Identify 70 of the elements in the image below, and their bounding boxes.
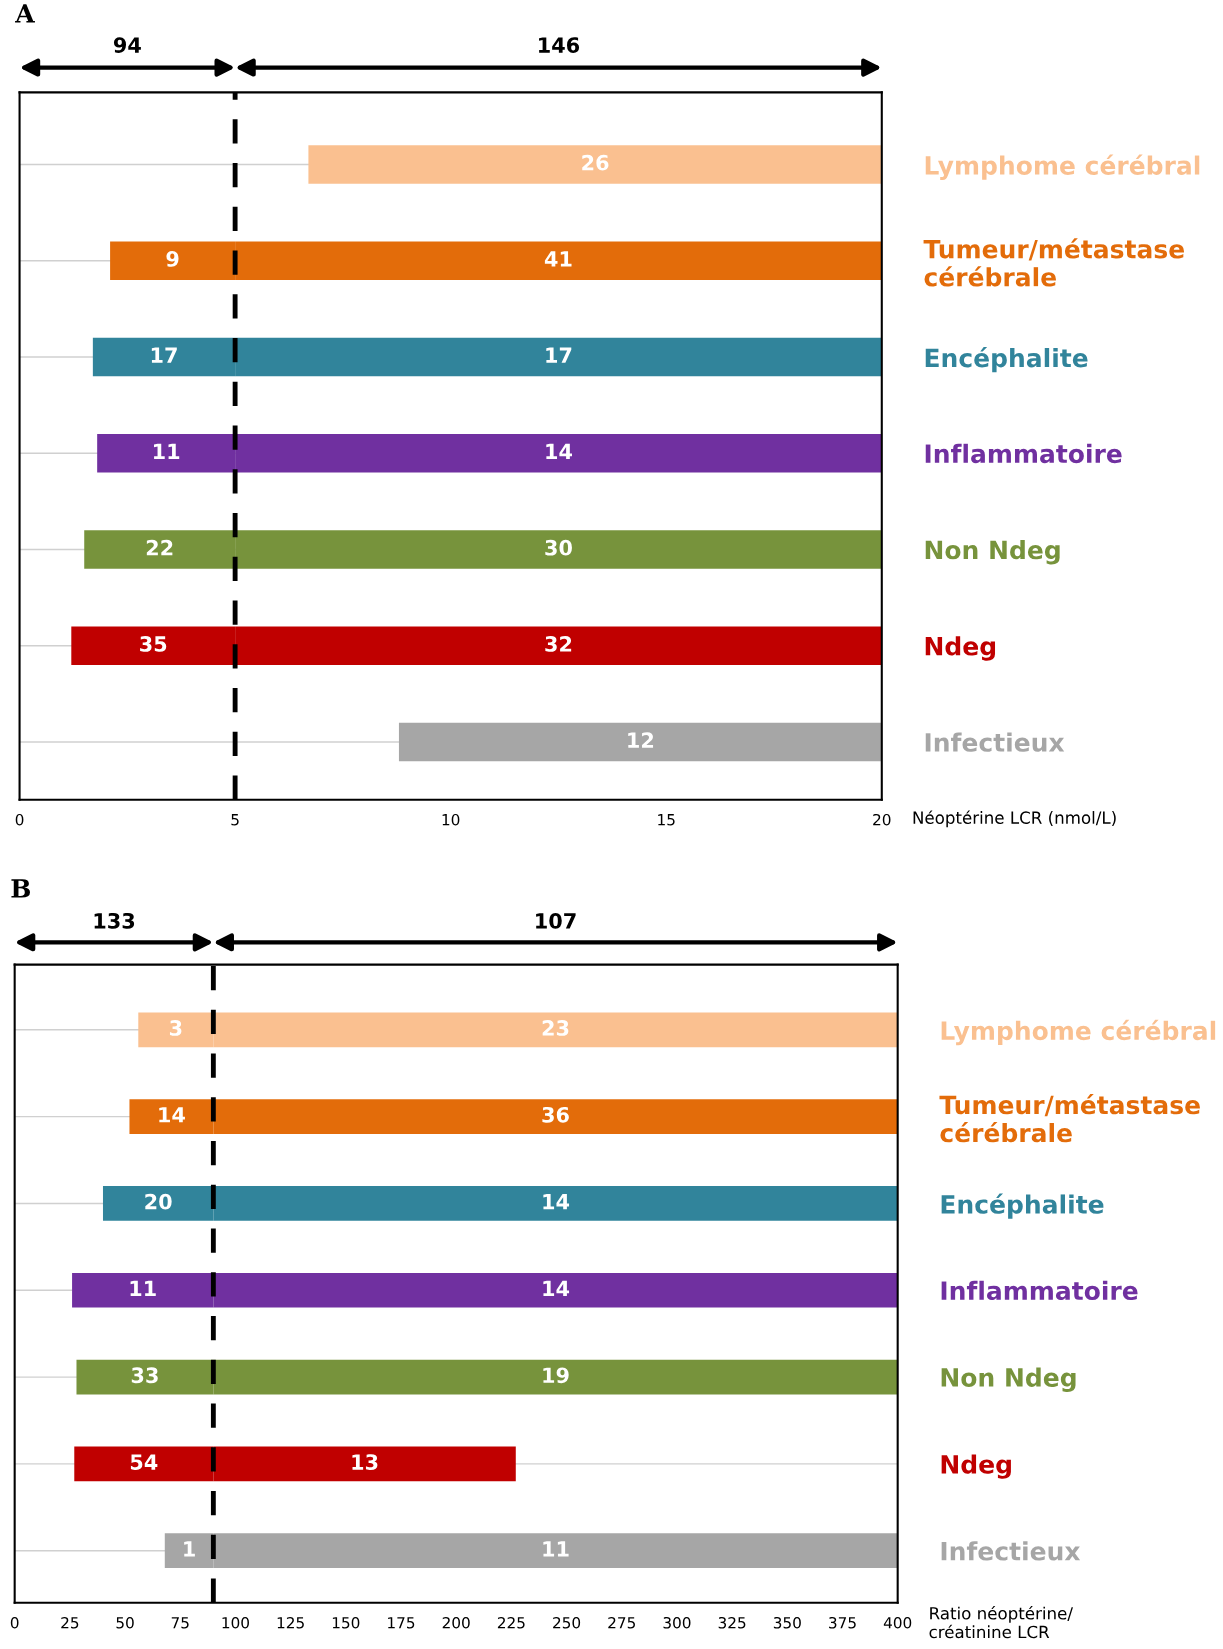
annotation: 11 xyxy=(154,443,180,460)
x-tick-label: 0 xyxy=(10,1616,19,1629)
chart-title: A xyxy=(15,4,35,23)
text: 94 xyxy=(113,37,141,53)
y-tick-label: Tumeur/métastase cérébrale xyxy=(939,1094,1200,1143)
x-tick-label: 200 xyxy=(442,1616,470,1629)
annotation: 14 xyxy=(543,1193,570,1210)
x-tick-label: 0 xyxy=(15,813,24,826)
y-tick-label: Non Ndeg xyxy=(925,540,1060,565)
x-tick-label: 5 xyxy=(231,814,239,826)
x-tick-label: 20 xyxy=(873,813,891,826)
y-tick-label: Non Ndeg xyxy=(941,1367,1076,1392)
annotation: 35 xyxy=(140,636,167,652)
y-tick-label: Encéphalite xyxy=(941,1193,1104,1219)
x-axis-title: Néoptérine LCR (nmol/L) xyxy=(913,810,1116,828)
annotation: 12 xyxy=(628,732,654,748)
annotation: 30 xyxy=(545,539,572,556)
x-tick-label: 350 xyxy=(773,1616,801,1629)
x-tick-label: 375 xyxy=(829,1616,856,1629)
y-tick-label: Lymphome cérébral xyxy=(941,1019,1216,1046)
annotation: 11 xyxy=(130,1280,156,1297)
x-tick-label: 15 xyxy=(658,814,675,826)
annotation: 14 xyxy=(543,1280,570,1297)
y-tick-label: Infectieux xyxy=(941,1541,1081,1561)
annotation: 26 xyxy=(582,154,609,171)
annotation: 20 xyxy=(145,1193,172,1210)
annotation: 33 xyxy=(131,1367,158,1384)
x-tick-label: 400 xyxy=(883,1616,912,1629)
annotation: 11 xyxy=(543,1541,569,1557)
y-tick-label: Encéphalite xyxy=(925,347,1088,373)
y-tick-label: Lymphome cérébral xyxy=(925,154,1200,180)
chart-title: B xyxy=(11,879,31,898)
annotation: 54 xyxy=(130,1454,158,1470)
annotation: 22 xyxy=(146,539,173,556)
annotation: 32 xyxy=(545,636,572,652)
text: 107 xyxy=(536,912,576,929)
annotation: 9 xyxy=(166,251,179,267)
annotation: 14 xyxy=(159,1107,185,1123)
y-tick-label: Tumeur/métastase cérébrale xyxy=(923,238,1184,287)
text: 133 xyxy=(94,912,135,929)
x-tick-label: 275 xyxy=(608,1616,635,1629)
annotation: 3 xyxy=(169,1020,182,1036)
x-tick-label: 100 xyxy=(222,1616,249,1629)
y-tick-label: Ndeg xyxy=(941,1454,1011,1479)
y-tick-label: Infectieux xyxy=(925,732,1065,752)
x-tick-label: 225 xyxy=(497,1616,525,1629)
annotation: 1 xyxy=(184,1541,195,1557)
annotation: 36 xyxy=(542,1106,569,1123)
y-tick-label: Inflammatoire xyxy=(925,443,1122,464)
annotation: 13 xyxy=(352,1454,378,1470)
y-tick-label: Ndeg xyxy=(925,636,996,661)
x-tick-label: 10 xyxy=(442,813,460,826)
annotation: 41 xyxy=(544,251,572,267)
y-tick-label: Inflammatoire xyxy=(941,1280,1138,1301)
annotation: 17 xyxy=(151,347,177,363)
annotation: 14 xyxy=(546,443,572,460)
x-tick-label: 325 xyxy=(718,1616,746,1629)
annotation: 17 xyxy=(546,347,572,363)
x-tick-label: 25 xyxy=(61,1616,79,1629)
x-tick-label: 75 xyxy=(171,1617,189,1629)
x-tick-label: 50 xyxy=(116,1616,134,1629)
annotation: 19 xyxy=(543,1367,569,1384)
x-axis-title: Ratio néoptérine/ créatinine LCR xyxy=(929,1606,1073,1639)
annotation: 23 xyxy=(542,1020,569,1036)
text: 146 xyxy=(539,37,580,53)
x-tick-label: 125 xyxy=(277,1616,304,1629)
x-tick-label: 175 xyxy=(388,1617,415,1629)
x-tick-label: 300 xyxy=(663,1616,691,1629)
x-tick-label: 250 xyxy=(553,1616,581,1629)
x-tick-label: 150 xyxy=(332,1616,360,1629)
